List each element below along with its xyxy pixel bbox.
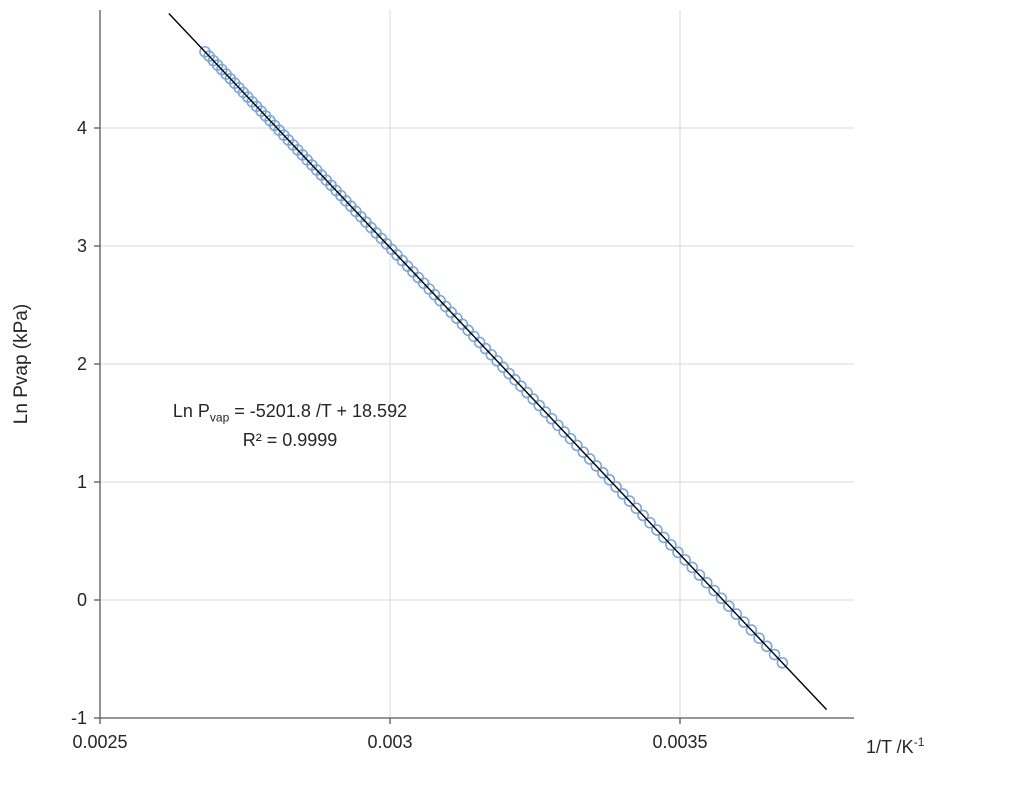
data-point-marker bbox=[686, 561, 699, 574]
data-point-marker bbox=[468, 330, 480, 343]
y-tick-label: 0 bbox=[77, 590, 87, 610]
data-point-marker bbox=[623, 495, 636, 507]
data-point-marker bbox=[738, 616, 750, 628]
data-point-marker bbox=[651, 524, 663, 536]
data-point-marker bbox=[577, 446, 590, 458]
y-tick-label: 4 bbox=[77, 118, 87, 138]
y-tick-label: 2 bbox=[77, 354, 87, 374]
data-point-marker bbox=[610, 481, 622, 493]
trendline-equation: Ln Pvap = -5201.8 /T + 18.592 bbox=[172, 401, 408, 425]
data-point-marker bbox=[708, 584, 720, 597]
data-point-marker bbox=[630, 502, 643, 515]
data-point-marker bbox=[693, 569, 706, 581]
data-point-marker bbox=[603, 474, 616, 486]
data-point-marker bbox=[700, 576, 713, 589]
trendline-annotation: Ln Pvap = -5201.8 /T + 18.592 R² = 0.999… bbox=[138, 398, 442, 455]
data-point-marker bbox=[545, 412, 558, 425]
trendline bbox=[168, 13, 828, 711]
data-point-marker bbox=[637, 509, 649, 522]
data-point-marker bbox=[644, 516, 656, 529]
data-point-marker bbox=[730, 608, 743, 620]
data-point-marker bbox=[521, 386, 533, 399]
data-point-marker bbox=[558, 426, 570, 438]
data-point-marker bbox=[564, 432, 577, 445]
x-tick-label: 0.0035 bbox=[652, 732, 707, 752]
data-point-marker bbox=[583, 453, 596, 465]
data-point-marker bbox=[665, 539, 677, 551]
data-point-marker bbox=[503, 367, 515, 380]
y-tick-label: 3 bbox=[77, 236, 87, 256]
data-point-marker bbox=[723, 600, 735, 612]
data-point-marker bbox=[597, 467, 609, 479]
data-point-marker bbox=[485, 348, 498, 361]
data-point-marker bbox=[658, 531, 670, 544]
y-axis-title: Ln Pvap (kPa) bbox=[11, 303, 32, 425]
data-point-marker bbox=[509, 374, 521, 386]
data-point-marker bbox=[590, 460, 603, 472]
data-point-marker bbox=[768, 648, 781, 661]
y-tick-label: -1 bbox=[71, 708, 87, 728]
data-point-marker bbox=[515, 380, 527, 392]
y-tick-label: 1 bbox=[77, 472, 87, 492]
data-point-marker bbox=[539, 406, 552, 418]
data-point-marker bbox=[616, 488, 629, 500]
x-tick-label: 0.0025 bbox=[72, 732, 127, 752]
x-axis-title: 1/T /K-1 bbox=[866, 735, 924, 758]
data-point-marker bbox=[753, 632, 765, 644]
data-point-marker bbox=[715, 592, 728, 605]
x-axis-title-exponent: -1 bbox=[913, 735, 925, 749]
data-point-marker bbox=[497, 361, 509, 374]
data-point-marker bbox=[527, 393, 539, 405]
data-point-marker bbox=[479, 342, 492, 355]
data-point-marker bbox=[745, 624, 758, 636]
data-point-marker bbox=[552, 419, 564, 432]
data-point-marker bbox=[776, 657, 789, 669]
data-point-marker bbox=[571, 439, 583, 452]
x-axis-title-base: 1/T /K bbox=[866, 737, 914, 757]
data-point-marker bbox=[672, 546, 684, 559]
x-tick-label: 0.003 bbox=[367, 732, 412, 752]
data-point-marker bbox=[679, 554, 691, 566]
data-point-marker bbox=[760, 640, 773, 653]
data-point-marker bbox=[491, 355, 503, 367]
data-point-marker bbox=[473, 336, 486, 349]
data-point-marker bbox=[533, 399, 546, 412]
data-point-marker bbox=[462, 324, 474, 337]
r-squared-label: R² = 0.9999 bbox=[242, 430, 338, 451]
